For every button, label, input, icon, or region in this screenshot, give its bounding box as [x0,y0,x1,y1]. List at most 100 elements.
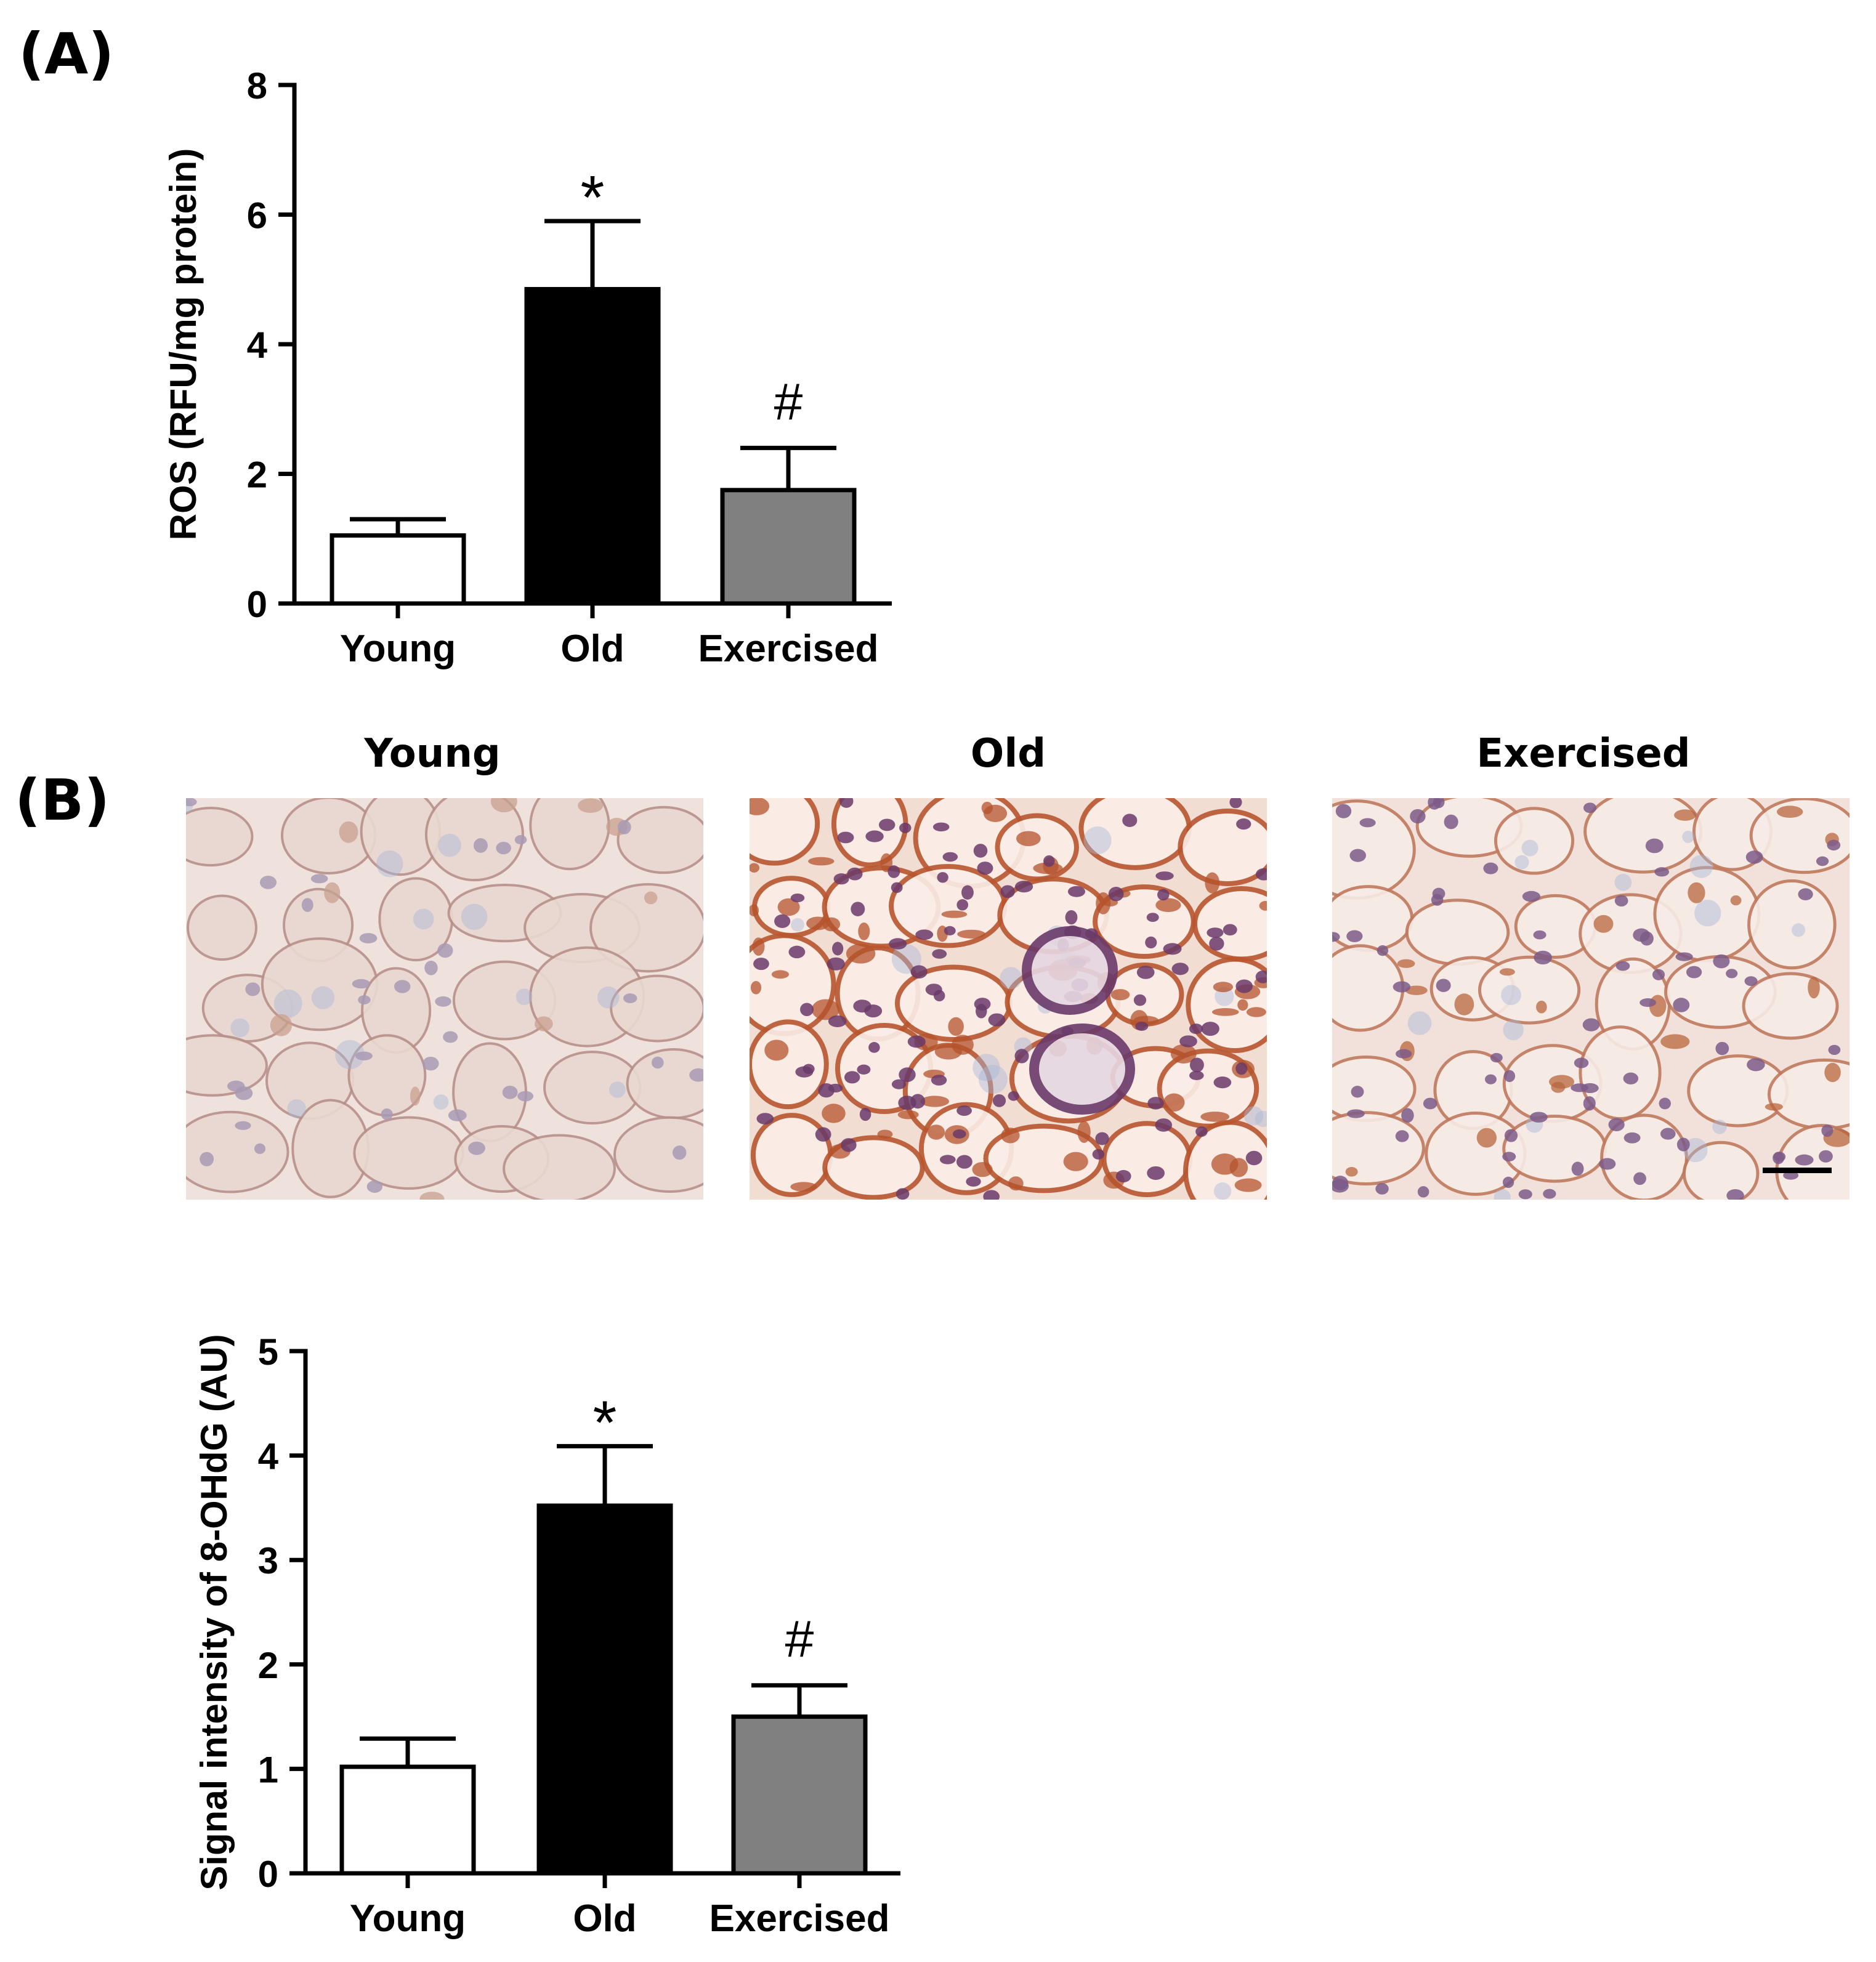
interstitium [230,1018,250,1038]
bar-old [536,1503,673,1876]
nucleus [896,1188,910,1200]
nucleus [245,982,261,996]
acinus [1192,886,1267,962]
acinus [750,1019,829,1110]
y-tick-label: 4 [258,1436,279,1477]
nucleus [689,1068,703,1082]
nucleus [1623,1132,1641,1144]
stain-deposit [957,929,986,939]
nucleus [974,998,991,1011]
nucleus [1423,1097,1437,1110]
nucleus [235,1121,251,1130]
nucleus [837,831,854,844]
nucleus [952,1129,966,1139]
nucleus [514,834,527,845]
nucleus [1065,910,1078,925]
nucleus [1395,1130,1409,1142]
interstitium [891,944,921,974]
nucleus [623,993,637,1003]
nucleus [832,942,844,956]
stain-deposit [1096,892,1111,914]
nucleus [1819,1150,1833,1163]
stain-deposit [1237,999,1248,1011]
nucleus [973,844,988,858]
interstitium [1682,830,1695,843]
x-tick-label-old: Old [573,1897,636,1940]
nucleus [828,1083,843,1092]
interstitium [335,1040,365,1070]
acinus [186,806,254,867]
y-tick-label: 4 [247,325,268,366]
nucleus [424,960,438,975]
stain-deposit [972,1161,993,1177]
scale-bar [1763,1168,1832,1173]
nucleus [1189,1070,1204,1081]
interstitium [413,908,434,930]
stain-deposit [1016,831,1041,847]
nucleus [1543,1189,1556,1199]
stain-deposit [1593,914,1614,933]
y-axis-label: Signal intensity of 8-OHdG (AU) [193,1334,235,1890]
y-tick-label: 5 [258,1331,278,1373]
nucleus [1660,1128,1676,1140]
nucleus [1145,936,1157,949]
nucleus [1608,1118,1625,1131]
nucleus [833,873,849,885]
ros-bar-chart: Young * Old # Exercised 0 2 4 6 8 ROS (RFU/mg prot… [163,65,892,670]
nucleus [1713,954,1730,969]
nucleus [473,838,488,853]
interstitium [972,1054,1000,1081]
nucleus [961,885,974,900]
nucleus [1135,1022,1149,1031]
stain-deposit [1688,882,1705,903]
nucleus [1375,1183,1389,1195]
panel-a-label: (A) [18,21,115,87]
acinus [613,1116,703,1193]
nucleus [1332,932,1340,942]
nucleus [839,798,854,808]
nucleus [790,893,805,903]
duct [1029,1023,1135,1115]
nucleus [1189,1023,1203,1035]
stain-deposit [846,943,876,964]
nucleus [1043,855,1055,867]
interstitium [1614,873,1632,891]
nucleus [1490,1052,1503,1063]
acinus [1579,1025,1662,1120]
stain-deposit [858,922,870,940]
nucleus [1518,1189,1532,1200]
stain-deposit [752,937,765,956]
nucleus [358,995,371,1005]
nucleus [1745,850,1763,864]
stain-deposit [419,1192,445,1200]
stain-deposit [1660,1034,1690,1049]
nucleus [1599,1158,1616,1170]
interstitium [461,903,488,931]
nucleus [617,820,631,834]
nucleus [868,1042,880,1053]
stain-deposit [1213,982,1234,993]
nucleus [1155,1118,1173,1132]
micrograph-exercised [1332,798,1850,1200]
nucleus [1351,1086,1364,1098]
stain-deposit [811,999,840,1020]
acinus [503,1134,616,1200]
stain-deposit [1454,993,1474,1015]
nucleus [1255,970,1267,983]
nucleus [1229,798,1242,809]
stain-deposit [644,891,658,905]
stain-deposit [1229,1158,1248,1177]
nucleus [1633,1172,1646,1185]
nucleus [977,862,993,875]
nucleus [1377,945,1389,956]
significance-star: * [593,1388,617,1457]
y-tick-label: 2 [247,454,267,496]
stain-deposit [808,857,835,866]
nucleus [1675,952,1693,961]
stain-deposit [877,1129,893,1139]
nucleus [847,867,863,881]
acinus [186,1110,289,1193]
nucleus [853,999,871,1013]
micrograph-old [750,798,1267,1200]
nucleus [828,1015,847,1027]
